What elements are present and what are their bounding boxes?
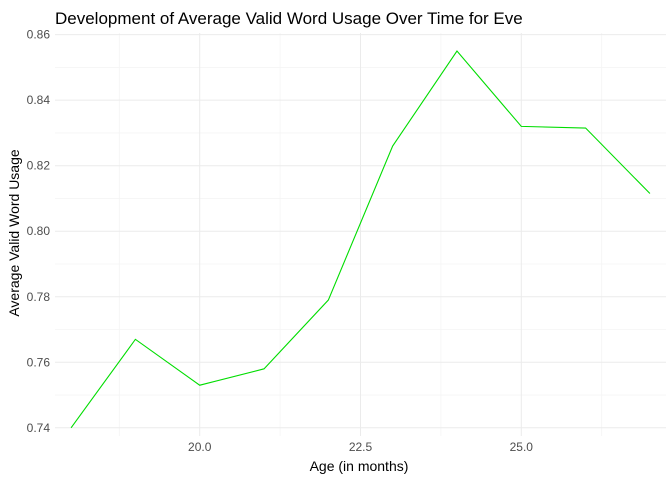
x-tick-label: 25.0 [510, 440, 534, 454]
chart-title: Development of Average Valid Word Usage … [55, 9, 523, 28]
y-axis-ticks: 0.74 0.76 0.78 0.80 0.82 0.84 0.86 [27, 28, 51, 435]
y-tick-label: 0.82 [27, 159, 51, 173]
y-tick-label: 0.86 [27, 28, 51, 42]
y-tick-label: 0.78 [27, 290, 51, 304]
y-tick-label: 0.76 [27, 355, 51, 369]
y-axis-title: Average Valid Word Usage [6, 149, 22, 317]
x-tick-label: 20.0 [188, 440, 212, 454]
series-lines [70, 50, 651, 429]
x-axis-ticks: 20.0 22.5 25.0 [188, 440, 533, 454]
y-tick-label: 0.74 [27, 421, 51, 435]
y-tick-label: 0.80 [27, 224, 51, 238]
series-line [70, 50, 651, 429]
grid-lines [55, 33, 666, 436]
y-tick-label: 0.84 [27, 93, 51, 107]
x-tick-label: 22.5 [349, 440, 373, 454]
x-axis-title: Age (in months) [310, 458, 409, 474]
